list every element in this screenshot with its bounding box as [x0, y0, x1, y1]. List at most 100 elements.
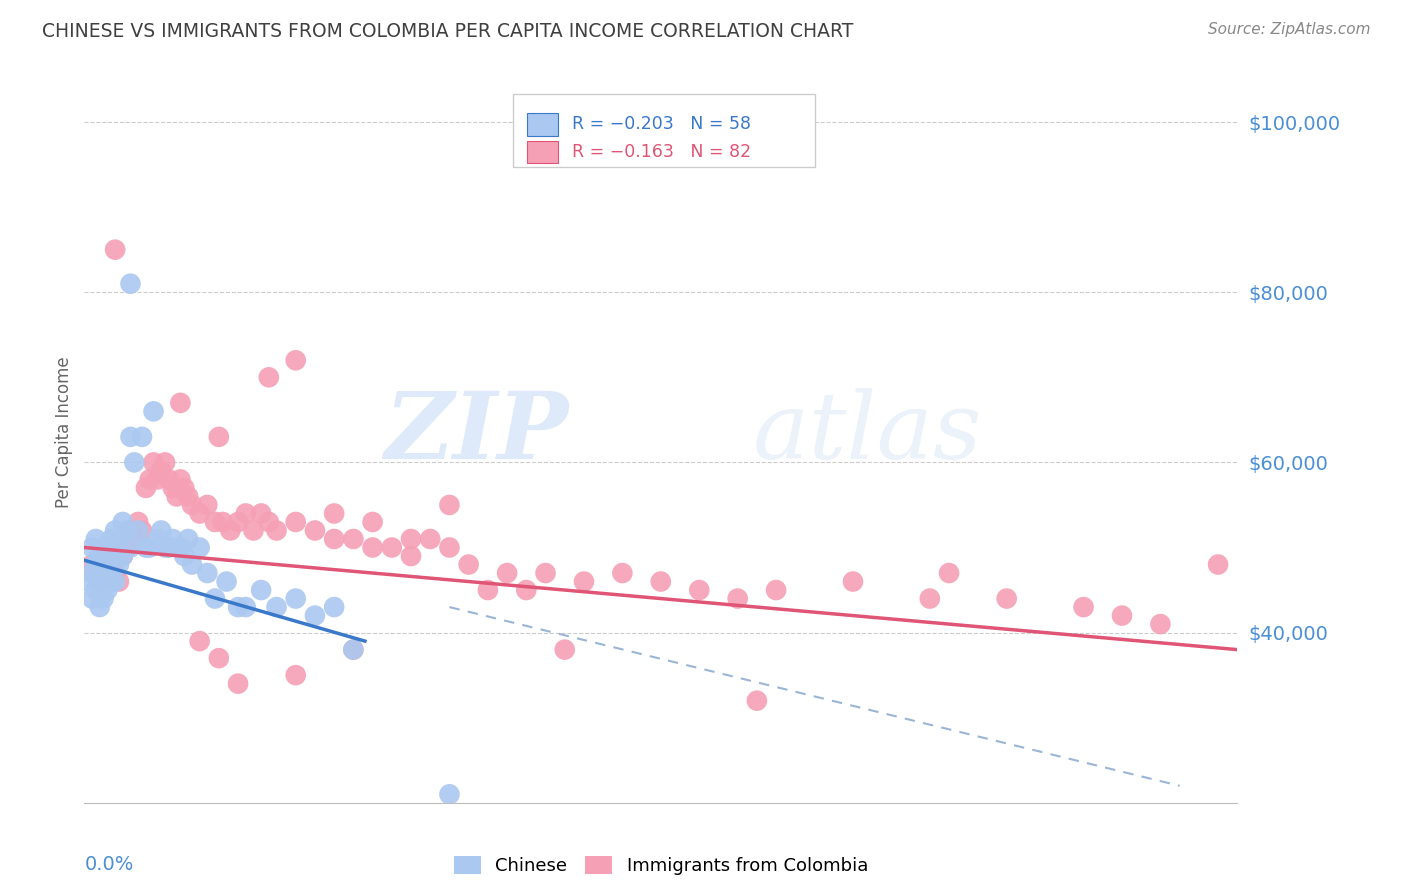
Point: [727, 591, 749, 606]
Point: [157, 541, 180, 555]
Point: [181, 558, 204, 572]
Point: [93, 566, 115, 580]
Point: [457, 558, 479, 572]
Point: [108, 532, 131, 546]
Point: [1073, 600, 1095, 615]
Point: [938, 566, 960, 580]
Point: [1206, 558, 1229, 572]
Point: [100, 558, 122, 572]
Point: [142, 404, 165, 418]
Point: [211, 515, 233, 529]
Point: [124, 455, 146, 469]
Text: R = −0.203   N = 58: R = −0.203 N = 58: [572, 115, 751, 134]
Point: [124, 532, 146, 546]
Point: [323, 532, 346, 546]
Point: [93, 591, 115, 606]
Point: [439, 541, 461, 555]
Point: [995, 591, 1018, 606]
Point: [104, 243, 127, 257]
Point: [80, 541, 103, 555]
Point: [304, 524, 326, 538]
Point: [361, 515, 384, 529]
Point: [419, 532, 441, 546]
Point: [96, 582, 118, 597]
Point: [77, 574, 100, 589]
Point: [177, 490, 200, 504]
Text: R = −0.163   N = 82: R = −0.163 N = 82: [572, 143, 751, 161]
Point: [1111, 608, 1133, 623]
Point: [89, 566, 111, 580]
Point: [181, 498, 204, 512]
Point: [104, 524, 127, 538]
Text: CHINESE VS IMMIGRANTS FROM COLOMBIA PER CAPITA INCOME CORRELATION CHART: CHINESE VS IMMIGRANTS FROM COLOMBIA PER …: [42, 22, 853, 41]
Point: [842, 574, 865, 589]
Point: [89, 549, 111, 563]
Point: [204, 591, 226, 606]
Point: [96, 541, 118, 555]
Point: [84, 566, 107, 580]
Point: [208, 651, 231, 665]
Point: [515, 582, 537, 597]
Point: [127, 524, 149, 538]
Point: [399, 532, 422, 546]
Point: [242, 524, 264, 538]
Point: [177, 532, 200, 546]
Point: [342, 642, 364, 657]
Point: [84, 532, 107, 546]
Point: [918, 591, 941, 606]
Point: [235, 600, 257, 615]
Point: [135, 481, 157, 495]
Point: [765, 582, 787, 597]
Point: [84, 558, 107, 572]
Point: [381, 541, 404, 555]
Point: [745, 694, 768, 708]
Point: [80, 591, 103, 606]
Point: [195, 566, 218, 580]
Point: [284, 353, 307, 368]
Point: [138, 541, 160, 555]
Point: [111, 515, 134, 529]
Point: [142, 455, 165, 469]
Point: [100, 574, 122, 589]
Point: [342, 642, 364, 657]
Point: [150, 524, 173, 538]
Point: [150, 464, 173, 478]
Point: [115, 541, 138, 555]
Point: [108, 558, 131, 572]
Legend: Chinese, Immigrants from Colombia: Chinese, Immigrants from Colombia: [454, 855, 868, 875]
Point: [162, 481, 184, 495]
Point: [257, 370, 280, 384]
Point: [188, 541, 211, 555]
Point: [104, 566, 127, 580]
Text: 0.0%: 0.0%: [84, 855, 134, 873]
Point: [153, 541, 176, 555]
Point: [284, 591, 307, 606]
Point: [127, 515, 149, 529]
Text: Source: ZipAtlas.com: Source: ZipAtlas.com: [1208, 22, 1371, 37]
Point: [80, 566, 103, 580]
Point: [257, 515, 280, 529]
Point: [439, 787, 461, 801]
Point: [323, 600, 346, 615]
Text: ZIP: ZIP: [384, 388, 568, 477]
Point: [120, 541, 142, 555]
Point: [146, 472, 169, 486]
Point: [96, 549, 118, 563]
Text: atlas: atlas: [754, 388, 983, 477]
Point: [284, 515, 307, 529]
Point: [120, 430, 142, 444]
Point: [89, 600, 111, 615]
Y-axis label: Per Capita Income: Per Capita Income: [55, 357, 73, 508]
Point: [342, 532, 364, 546]
Point: [266, 524, 288, 538]
Point: [93, 541, 115, 555]
Point: [96, 558, 118, 572]
Point: [104, 574, 127, 589]
Point: [226, 676, 249, 690]
Point: [439, 498, 461, 512]
Point: [496, 566, 519, 580]
Point: [612, 566, 634, 580]
Point: [304, 608, 326, 623]
Point: [138, 472, 160, 486]
Point: [235, 507, 257, 521]
